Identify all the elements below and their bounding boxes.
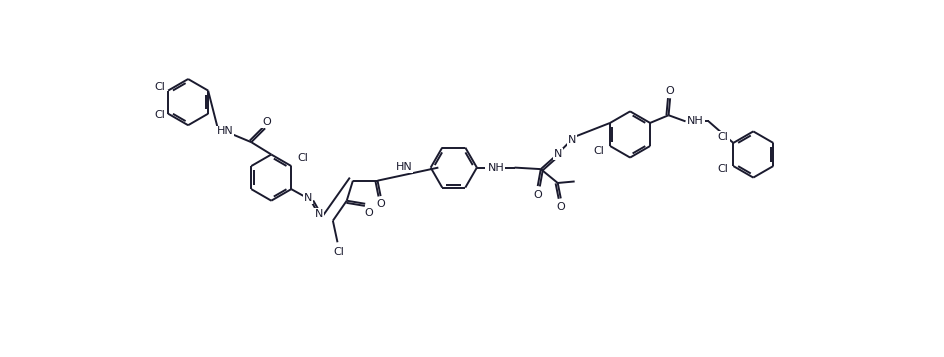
Text: O: O xyxy=(377,199,385,209)
Text: NH: NH xyxy=(488,162,504,172)
Text: O: O xyxy=(556,202,565,212)
Text: N: N xyxy=(567,135,576,145)
Text: NH: NH xyxy=(687,116,704,126)
Text: N: N xyxy=(314,209,323,219)
Text: Cl: Cl xyxy=(154,82,165,92)
Text: O: O xyxy=(364,208,373,218)
Text: Cl: Cl xyxy=(154,110,165,120)
Text: O: O xyxy=(533,190,542,200)
Text: Cl: Cl xyxy=(297,154,309,164)
Text: N: N xyxy=(304,193,312,203)
Text: Cl: Cl xyxy=(333,247,345,257)
Text: HN: HN xyxy=(217,126,233,136)
Text: Cl: Cl xyxy=(717,132,729,142)
Text: Cl: Cl xyxy=(717,164,729,174)
Text: HN: HN xyxy=(396,162,413,172)
Text: O: O xyxy=(666,86,675,96)
Text: N: N xyxy=(553,149,562,159)
Text: O: O xyxy=(262,117,271,127)
Text: Cl: Cl xyxy=(593,146,604,156)
